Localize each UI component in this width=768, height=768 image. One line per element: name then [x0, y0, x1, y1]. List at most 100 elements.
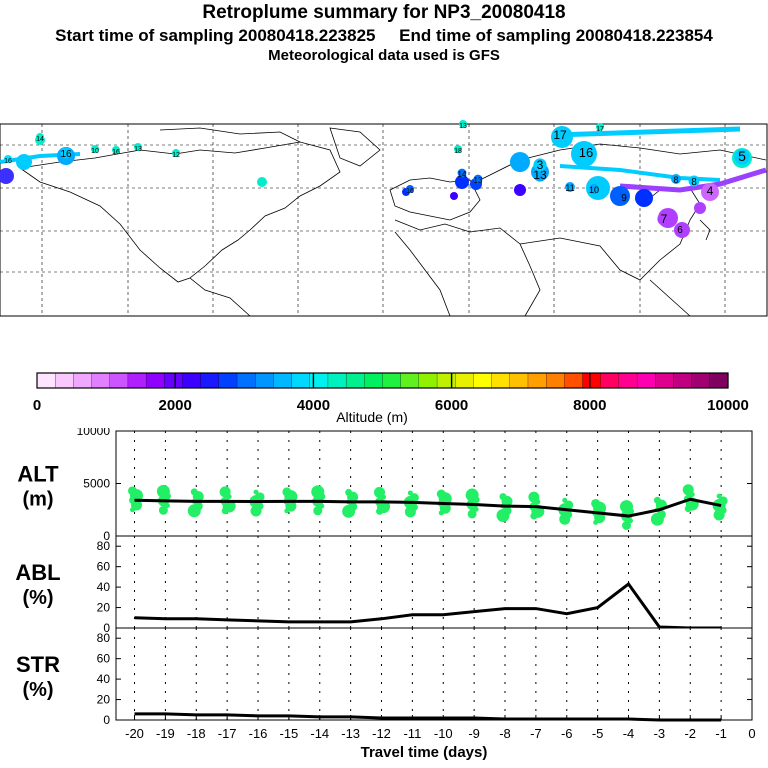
colorbar-swatch — [309, 372, 329, 389]
colorbar-swatch — [546, 372, 565, 389]
y-tick-label: 60 — [97, 560, 111, 574]
alt-series-line — [134, 497, 722, 518]
panel-ylabel-unit: (%) — [22, 587, 53, 609]
colorbar-tick-label: 2000 — [159, 397, 192, 414]
map-label: 14 — [458, 170, 467, 179]
colorbar-swatch — [527, 372, 547, 389]
x-tick-label: -12 — [372, 726, 391, 741]
scatter-point — [313, 506, 323, 516]
map-labels: 13 14 16 16 10 16 13 12 18 17 14 13 17 16 13 11 10 9 8 76 5 4… — [4, 120, 750, 236]
panel-alt: 0 5000 10000 ALT(m) — [17, 428, 753, 543]
scatter-point — [465, 488, 479, 502]
colorbar-swatch — [109, 372, 129, 389]
colorbar-swatch — [473, 372, 493, 389]
x-tick-label: -13 — [341, 726, 360, 741]
scatter-point — [718, 496, 728, 506]
map-label: 10 — [91, 148, 99, 155]
scatter-point — [502, 506, 512, 516]
y-tick-label: 0 — [103, 529, 110, 543]
map-label-marker — [91, 145, 99, 153]
x-tick-label: -5 — [592, 726, 604, 741]
map-label: 4 — [707, 184, 714, 198]
scatter-point — [219, 486, 231, 498]
map-label-marker — [671, 174, 681, 184]
x-tick-label: -6 — [561, 726, 573, 741]
map-label-marker — [688, 175, 700, 187]
map-label-marker — [172, 149, 180, 157]
scatter-point — [467, 509, 477, 519]
map-label: 16 — [4, 158, 12, 165]
colorbar-swatch — [145, 372, 165, 389]
scatter-point — [656, 509, 666, 519]
x-tick-label: -9 — [468, 726, 480, 741]
scatter-point — [348, 502, 358, 512]
colorbar-swatch — [436, 372, 456, 389]
colorbar-tick-label: 6000 — [435, 397, 468, 414]
colorbar-tick-label: 10000 — [707, 397, 749, 414]
panel-ylabel-unit: (%) — [22, 679, 53, 701]
map-label-marker — [60, 147, 72, 159]
map-label: 18 — [454, 148, 462, 155]
x-tick-label: -15 — [279, 726, 298, 741]
panel-abl: 0 20 40 60 80 ABL(%) — [15, 535, 753, 635]
map-label-marker — [457, 168, 467, 178]
map-label: 17 — [553, 128, 567, 142]
x-tick-label: -2 — [684, 726, 696, 741]
map-label: 11 — [565, 183, 574, 193]
scatter-point — [620, 500, 634, 514]
map-label-marker — [674, 223, 686, 235]
scatter-point — [499, 493, 507, 501]
colorbar-swatch — [418, 372, 438, 389]
scatter-point — [255, 492, 265, 502]
colorbar-swatch — [36, 372, 56, 389]
colorbar-swatch — [582, 372, 602, 389]
x-tick-label: -20 — [125, 726, 144, 741]
scatter-point — [282, 487, 292, 497]
map-label: 6 — [677, 225, 683, 236]
colorbar-swatch — [218, 372, 238, 389]
colorbar-tick-label: 8000 — [573, 397, 606, 414]
map-label-marker — [553, 128, 567, 142]
altitude-colorbar: 0 2000 4000 6000 8000 10000 Altitude (m) — [33, 372, 749, 425]
sampling-times: Start time of sampling 20080418.223825 E… — [55, 26, 713, 45]
x-tick-label: -16 — [249, 726, 268, 741]
colorbar-swatch — [291, 372, 311, 389]
map-label: 7 — [661, 212, 668, 226]
map-label-marker — [406, 185, 414, 193]
scatter-point — [591, 498, 601, 508]
colorbar-swatch — [655, 372, 674, 389]
map-label: 17 — [596, 126, 604, 133]
y-tick-label: 80 — [97, 539, 111, 553]
map-label: 13 — [134, 146, 142, 153]
map-label-marker — [618, 191, 630, 203]
x-tick-label: -19 — [156, 726, 175, 741]
colorbar-swatch — [691, 372, 711, 389]
colorbar-swatch — [345, 372, 365, 389]
map-label-marker — [533, 158, 547, 172]
map-label-marker — [134, 143, 142, 151]
scatter-point — [156, 484, 170, 498]
x-tick-label: 0 — [748, 726, 755, 741]
map-label: 13 — [533, 168, 547, 182]
scatter-point — [409, 493, 419, 503]
colorbar-swatch — [327, 372, 347, 389]
map-label: 5 — [738, 148, 746, 164]
scatter-point — [311, 485, 325, 499]
scatter-point — [562, 497, 568, 503]
x-axis-title: Travel time (days) — [361, 744, 488, 761]
scatter-point — [374, 486, 386, 498]
map-label-marker — [533, 168, 547, 182]
map-label: 3 — [537, 158, 544, 172]
scatter-point — [436, 489, 446, 499]
abl-series-line — [134, 581, 722, 630]
colorbar-swatch — [709, 372, 729, 389]
map-label-marker — [454, 145, 462, 153]
map-label-marker — [734, 149, 750, 165]
colorbar-swatch — [73, 372, 93, 389]
map-label-marker — [657, 212, 671, 226]
scatter-point — [193, 501, 203, 511]
colorbar-tick-label: 0 — [33, 397, 41, 414]
colorbar-swatch — [509, 372, 529, 389]
x-tick-label: -8 — [499, 726, 511, 741]
map-label-marker — [4, 155, 12, 163]
